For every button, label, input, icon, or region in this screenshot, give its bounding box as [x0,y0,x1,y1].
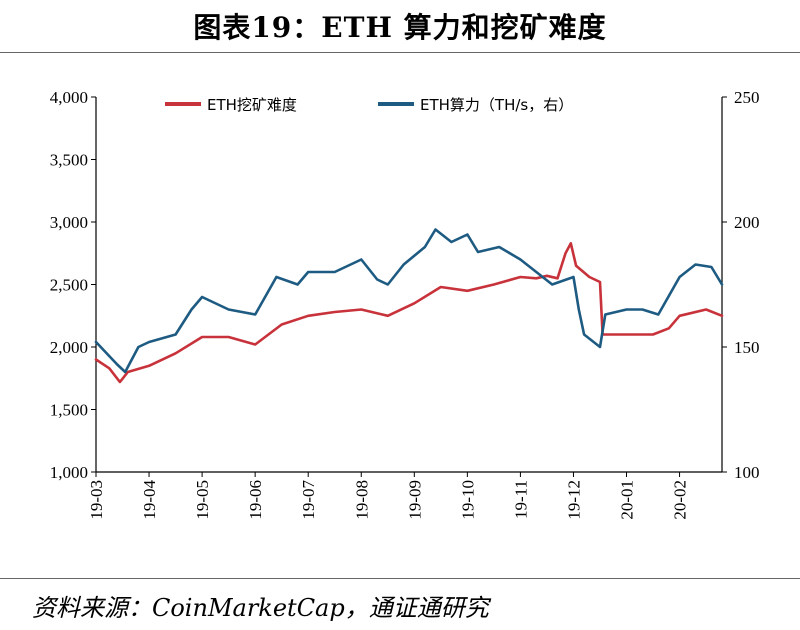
x-tick-label: 20-01 [618,480,637,520]
left-tick-label: 3,500 [50,151,88,170]
left-tick-label: 2,500 [50,276,88,295]
right-tick-label: 100 [734,463,760,482]
x-tick-label: 20-02 [671,480,690,520]
x-tick-label: 19-04 [140,480,159,520]
source-rule [0,578,800,579]
x-tick-label: 19-06 [246,480,265,520]
x-tick-label: 19-12 [564,480,583,520]
left-tick-label: 3,000 [50,213,88,232]
chart-title: 图表19：ETH 算力和挖矿难度 [193,11,607,44]
hashrate-series-line [94,228,724,374]
right-tick-label: 250 [734,88,760,107]
left-tick-label: 4,000 [50,88,88,107]
difficulty-series-line [94,242,724,384]
right-tick-label: 150 [734,338,760,357]
x-tick-label: 19-10 [458,480,477,520]
title-rule [0,52,800,53]
x-tick-label: 19-07 [299,480,318,520]
left-tick-label: 1,500 [50,401,88,420]
x-tick-label: 19-03 [87,480,106,520]
x-tick-label: 19-08 [352,480,371,520]
source-note: 资料来源：CoinMarketCap，通证通研究 [32,594,489,622]
x-tick-label: 19-05 [193,480,212,520]
x-tick-label: 19-09 [405,480,424,520]
x-tick-label: 19-11 [511,480,530,519]
legend-label: ETH算力（TH/s，右） [420,96,573,114]
left-tick-label: 1,000 [50,463,88,482]
left-tick-label: 2,000 [50,338,88,357]
legend-label: ETH挖矿难度 [207,96,297,114]
right-tick-label: 200 [734,213,760,232]
